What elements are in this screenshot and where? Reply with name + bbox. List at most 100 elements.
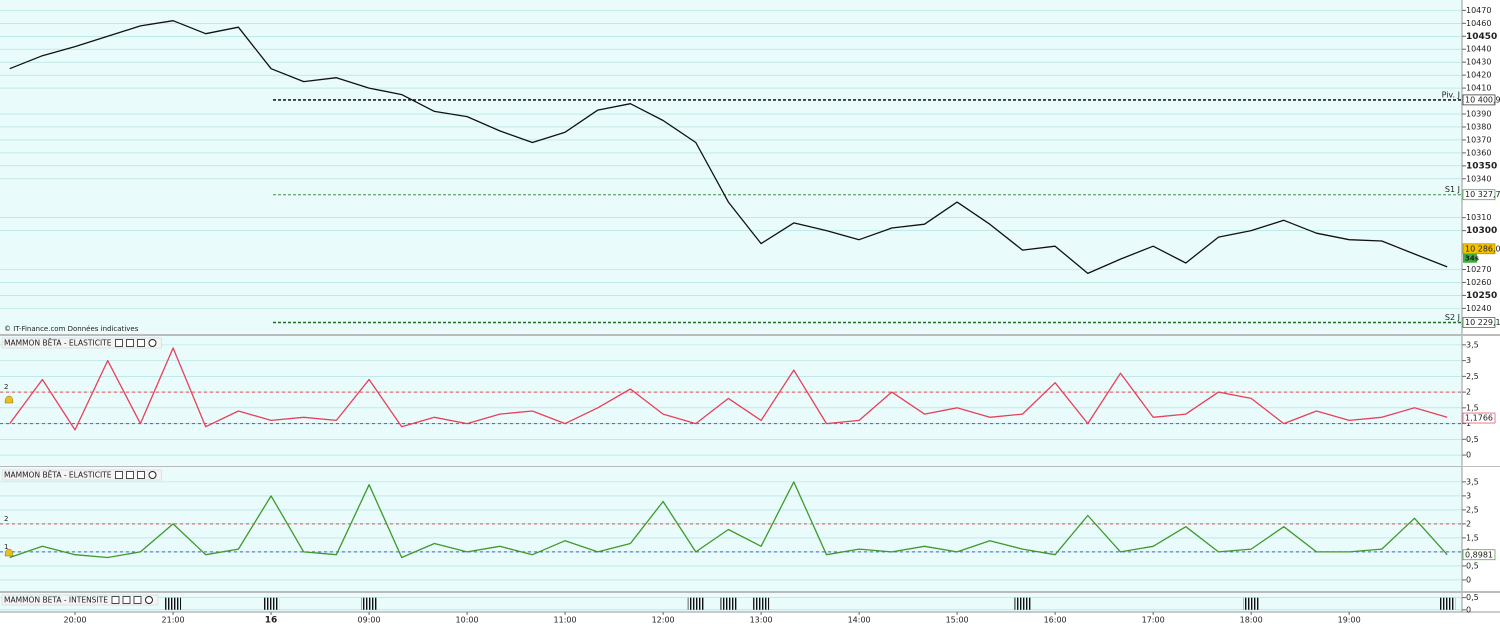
panel-header-bg (1, 469, 162, 481)
y-tick-label: 10470 (1466, 6, 1491, 15)
panel-icon[interactable] (122, 596, 131, 604)
y-tick-label: 10310 (1466, 213, 1491, 222)
bar (687, 597, 704, 610)
y-tick-label: 10420 (1466, 71, 1491, 80)
panel-icon[interactable] (111, 596, 120, 604)
x-tick-label: 10:00 (456, 616, 479, 625)
x-tick-label: 16:00 (1044, 616, 1067, 625)
x-tick-label: 20:00 (64, 616, 87, 625)
timer-label: 34s (1465, 254, 1479, 262)
level-value-box (1462, 94, 1496, 106)
series-line (9, 347, 1448, 431)
y-tick-label: 2,5 (1466, 372, 1479, 381)
panel-header: MAMMON BÊTA - ELASTICITE (1, 337, 162, 349)
y-tick-label: 0,5 (1466, 561, 1479, 570)
plot-background (0, 0, 1462, 612)
level-value-label: 10 400,9 (1465, 95, 1500, 104)
bar (361, 597, 378, 610)
panel-icon (144, 596, 153, 604)
bar (165, 597, 182, 610)
x-tick-label: 11:00 (554, 616, 577, 625)
panel-title: MAMMON BÊTA - ELASTICITE (4, 471, 112, 480)
panel-icon[interactable] (137, 339, 145, 347)
y-tick-label: 2 (1466, 388, 1471, 397)
panel-icon (148, 471, 157, 479)
y-tick-label: 3 (1466, 356, 1471, 365)
x-tick-label: 19:00 (1338, 616, 1361, 625)
y-tick-label: 3,5 (1466, 340, 1479, 349)
bar (1014, 597, 1031, 610)
y-tick-label: 1,5 (1466, 403, 1479, 412)
series-line (9, 20, 1448, 275)
last-value-box (1462, 243, 1496, 255)
level-value-box (1462, 317, 1496, 328)
alert-icon (4, 395, 14, 404)
series-line (9, 481, 1448, 559)
x-tick-label: 15:00 (946, 616, 969, 625)
alert-icon (4, 548, 14, 557)
y-tick-label: 10460 (1466, 19, 1491, 28)
panel-title: MAMMON BÊTA - ELASTICITE (4, 339, 112, 348)
panel-header-bg (1, 337, 162, 349)
y-tick-label: 10410 (1466, 84, 1491, 93)
last-value-label: 10 286,0 (1465, 244, 1500, 253)
y-tick-label: 3 (1466, 491, 1471, 500)
panel-icon[interactable] (115, 339, 123, 347)
level-label: 1 (4, 543, 8, 551)
copyright: © IT-Finance.com Données indicatives (4, 325, 139, 333)
y-tick-label: 10440 (1466, 45, 1491, 54)
y-tick-label: 10380 (1466, 122, 1491, 131)
x-tick-label: 14:00 (848, 616, 871, 625)
y-tick-label: 10270 (1466, 265, 1491, 274)
x-tick-label: 21:00 (162, 616, 185, 625)
y-tick-label: 0 (1466, 605, 1471, 614)
panel-icon[interactable] (133, 596, 142, 604)
y-tick-label: 10340 (1466, 174, 1491, 183)
x-tick-label: 16 (265, 616, 278, 626)
panel-header: MAMMON BÊTA - ELASTICITE (1, 469, 162, 481)
y-tick-label: 10260 (1466, 278, 1491, 287)
level-label: S2 J (1445, 313, 1460, 322)
bar (1243, 597, 1260, 610)
y-tick-label: 0 (1466, 575, 1471, 584)
y-tick-label: 10370 (1466, 135, 1491, 144)
y-tick-label: 10300 (1466, 226, 1497, 236)
y-tick-label: 10430 (1466, 58, 1491, 67)
last-value-label: 0,8981 (1465, 550, 1493, 559)
bar (720, 597, 737, 610)
y-tick-label: 10360 (1466, 148, 1491, 157)
y-tick-label: 10350 (1466, 161, 1497, 171)
panel-title: MAMMON BETA - INTENSITE (4, 596, 108, 605)
panel-icon[interactable] (126, 339, 134, 347)
level-label: 2 (4, 515, 8, 523)
y-tick-label: 0 (1466, 451, 1471, 460)
y-tick-label: 0,5 (1466, 593, 1479, 602)
last-value-box (1462, 412, 1496, 424)
panel-header: MAMMON BETA - INTENSITE (1, 594, 159, 606)
y-tick-label: 1,5 (1466, 533, 1479, 542)
y-tick-label: 0,5 (1466, 435, 1479, 444)
y-tick-label: 10390 (1466, 110, 1491, 119)
x-tick-label: 18:00 (1240, 616, 1263, 625)
y-tick-label: 10450 (1466, 32, 1497, 42)
x-tick-label: 09:00 (358, 616, 381, 625)
bar (263, 597, 280, 610)
last-value-label: 1,1766 (1465, 414, 1493, 423)
panel-icon[interactable] (137, 471, 145, 479)
y-tick-label: 10250 (1466, 291, 1497, 301)
level-label: Piv. J (1442, 90, 1460, 99)
x-tick-label: 12:00 (652, 616, 675, 625)
timer-box (1463, 253, 1477, 263)
time-axis-background (0, 612, 1462, 630)
x-tick-label: 13:00 (750, 616, 773, 625)
y-tick-label: 10240 (1466, 304, 1491, 313)
bar (753, 597, 770, 610)
level-value-box (1462, 189, 1496, 201)
last-value-box (1462, 549, 1496, 561)
y-tick-label: 3,5 (1466, 477, 1479, 486)
panel-icon[interactable] (115, 471, 123, 479)
panel-icon[interactable] (126, 471, 134, 479)
level-label: 2 (4, 383, 8, 391)
x-tick-label: 17:00 (1142, 616, 1165, 625)
